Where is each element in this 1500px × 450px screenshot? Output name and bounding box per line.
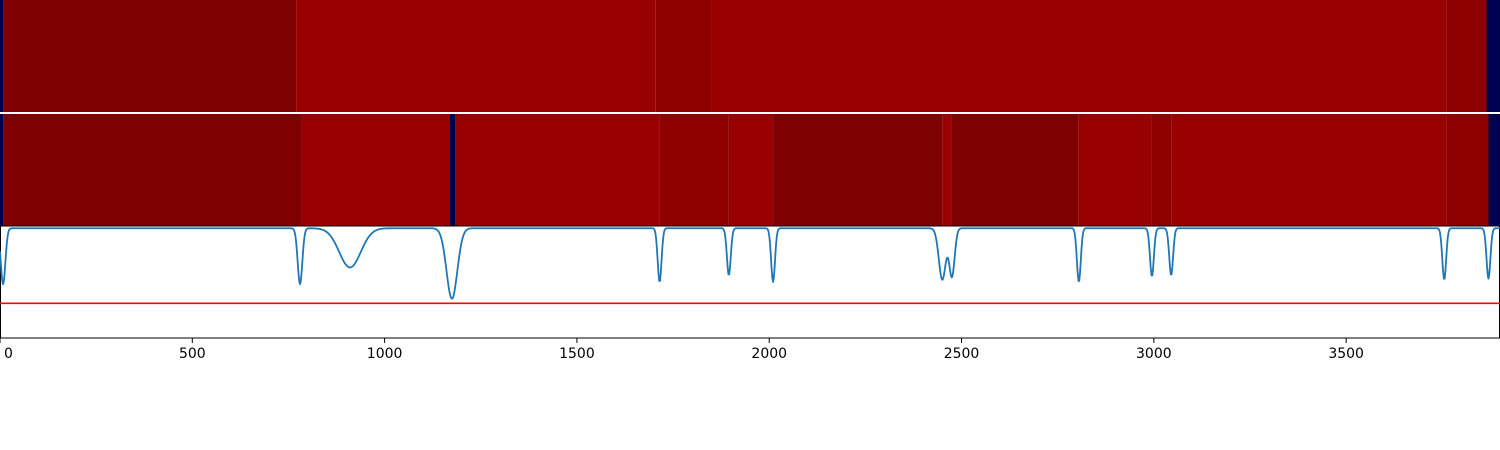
heatmap-strip-middle [0, 114, 1500, 226]
heatmap-strip-top [0, 0, 1500, 112]
heatmap-cell-middle [942, 114, 952, 226]
heatmap-cell-middle [951, 114, 1079, 226]
heatmap-cell-middle [728, 114, 774, 226]
heatmap-cell-middle [1151, 114, 1172, 226]
x-tick-label: 1000 [367, 346, 403, 362]
heatmap-cell-middle [1488, 114, 1500, 226]
heatmap-cell-middle [773, 114, 943, 226]
series-line [0, 227, 1500, 300]
heatmap-cell-middle [455, 114, 660, 226]
line-panel-frame [0, 225, 1500, 339]
heatmap-cell-middle [1078, 114, 1152, 226]
heatmap-cell-top [1446, 0, 1487, 112]
x-tick-label: 2500 [944, 346, 980, 362]
x-tick-label: 3500 [1328, 346, 1364, 362]
heatmap-cell-middle [659, 114, 729, 226]
heatmap-cell-middle [1171, 114, 1447, 226]
heatmap-cell-top [711, 0, 1447, 112]
heatmap-cell-top [655, 0, 712, 112]
x-tick-label: 0 [4, 346, 13, 362]
x-axis: 0 500 1000 1500 2000 2500 3000 3500 [0, 338, 1364, 362]
line-panel [0, 225, 1500, 339]
heatmap-cell-middle [1446, 114, 1489, 226]
x-tick-label: 1500 [559, 346, 595, 362]
x-tick-label: 3000 [1136, 346, 1172, 362]
heatmap-cell-top [0, 0, 4, 112]
heatmap-cell-middle [301, 114, 450, 226]
x-tick-label: 2000 [751, 346, 787, 362]
heatmap-cell-top [296, 0, 656, 112]
heatmap-cell-middle [0, 114, 4, 226]
heatmap-cell-top [3, 0, 297, 112]
heatmap-cell-middle [3, 114, 302, 226]
x-tick-label: 500 [179, 346, 206, 362]
heatmap-cell-middle [450, 114, 456, 226]
heatmap-cell-top [1486, 0, 1500, 112]
